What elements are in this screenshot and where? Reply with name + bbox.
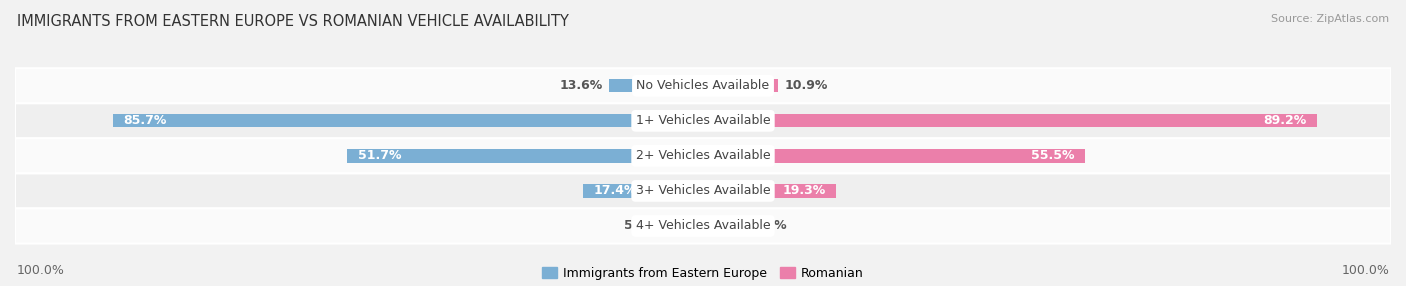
Bar (703, 79, 778, 92)
FancyBboxPatch shape (15, 173, 1391, 208)
FancyBboxPatch shape (15, 68, 1391, 103)
Text: 5.4%: 5.4% (624, 219, 659, 233)
Bar (703, 114, 1316, 128)
Text: 89.2%: 89.2% (1263, 114, 1306, 127)
Bar (666, 219, 703, 233)
Text: 85.7%: 85.7% (124, 114, 167, 127)
Bar (703, 149, 1085, 162)
FancyBboxPatch shape (15, 208, 1391, 243)
Bar (583, 184, 703, 198)
Text: 13.6%: 13.6% (560, 79, 603, 92)
Text: 19.3%: 19.3% (782, 184, 825, 197)
FancyBboxPatch shape (15, 138, 1391, 173)
Text: 17.4%: 17.4% (593, 184, 637, 197)
Text: No Vehicles Available: No Vehicles Available (637, 79, 769, 92)
Text: 4+ Vehicles Available: 4+ Vehicles Available (636, 219, 770, 233)
Bar (347, 149, 703, 162)
Text: 3+ Vehicles Available: 3+ Vehicles Available (636, 184, 770, 197)
Text: 100.0%: 100.0% (1341, 265, 1389, 277)
Text: 1+ Vehicles Available: 1+ Vehicles Available (636, 114, 770, 127)
Bar (114, 114, 703, 128)
Legend: Immigrants from Eastern Europe, Romanian: Immigrants from Eastern Europe, Romanian (543, 267, 863, 280)
Bar (703, 184, 835, 198)
Bar (703, 219, 745, 233)
Bar (609, 79, 703, 92)
FancyBboxPatch shape (15, 103, 1391, 138)
Text: IMMIGRANTS FROM EASTERN EUROPE VS ROMANIAN VEHICLE AVAILABILITY: IMMIGRANTS FROM EASTERN EUROPE VS ROMANI… (17, 14, 569, 29)
Text: 51.7%: 51.7% (357, 149, 401, 162)
Text: 100.0%: 100.0% (17, 265, 65, 277)
Text: 2+ Vehicles Available: 2+ Vehicles Available (636, 149, 770, 162)
Text: 10.9%: 10.9% (785, 79, 828, 92)
Text: Source: ZipAtlas.com: Source: ZipAtlas.com (1271, 14, 1389, 24)
Text: 55.5%: 55.5% (1031, 149, 1074, 162)
Text: 6.2%: 6.2% (752, 219, 787, 233)
